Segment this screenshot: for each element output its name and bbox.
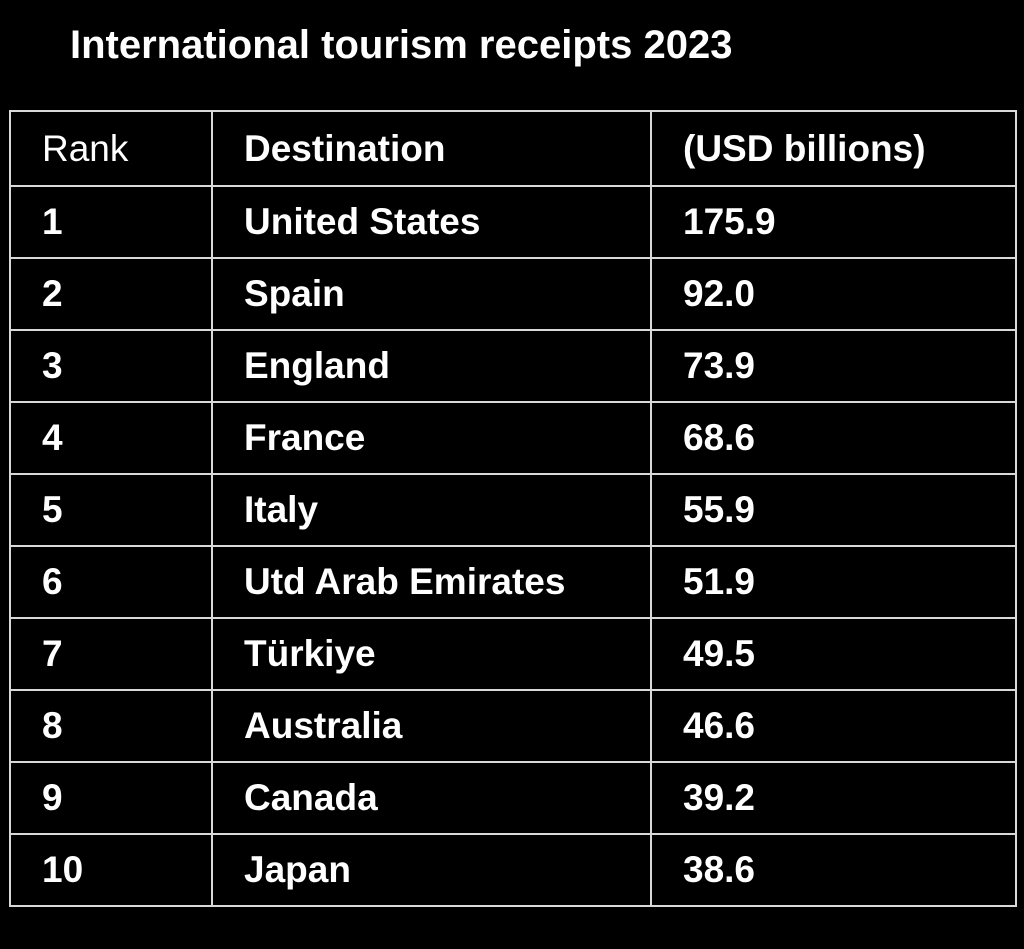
destination-cell: Italy	[211, 473, 652, 547]
rank-cell: 1	[9, 185, 213, 259]
chart-title: International tourism receipts 2023	[70, 23, 733, 67]
rank-cell: 9	[9, 761, 213, 835]
rank-cell: 10	[9, 833, 213, 907]
destination-cell: France	[211, 401, 652, 475]
value-cell: 51.9	[650, 545, 1017, 619]
destination-cell: Japan	[211, 833, 652, 907]
destination-cell: Utd Arab Emirates	[211, 545, 652, 619]
rank-cell: 7	[9, 617, 213, 691]
destination-cell: Australia	[211, 689, 652, 763]
table-row: 8 Australia 46.6	[9, 689, 1017, 763]
header-destination: Destination	[211, 110, 652, 187]
value-cell: 68.6	[650, 401, 1017, 475]
rank-cell: 5	[9, 473, 213, 547]
destination-cell: United States	[211, 185, 652, 259]
rank-cell: 4	[9, 401, 213, 475]
table-row: 7 Türkiye 49.5	[9, 617, 1017, 691]
table-row: 9 Canada 39.2	[9, 761, 1017, 835]
table-row: 4 France 68.6	[9, 401, 1017, 475]
table-body: 1 United States 175.9 2 Spain 92.0 3 England 73.…	[9, 185, 1017, 907]
value-cell: 73.9	[650, 329, 1017, 403]
value-cell: 46.6	[650, 689, 1017, 763]
value-cell: 92.0	[650, 257, 1017, 331]
table-row: 1 United States 175.9	[9, 185, 1017, 259]
value-cell: 38.6	[650, 833, 1017, 907]
rank-cell: 3	[9, 329, 213, 403]
header-usd-billions: (USD billions)	[650, 110, 1017, 187]
table-row: 10 Japan 38.6	[9, 833, 1017, 907]
table-row: 3 England 73.9	[9, 329, 1017, 403]
rank-cell: 8	[9, 689, 213, 763]
table-header-row: Rank Destination (USD billions)	[9, 110, 1017, 187]
value-cell: 49.5	[650, 617, 1017, 691]
header-rank: Rank	[9, 110, 213, 187]
table-row: 5 Italy 55.9	[9, 473, 1017, 547]
table-row: 2 Spain 92.0	[9, 257, 1017, 331]
rank-cell: 6	[9, 545, 213, 619]
table-row: 6 Utd Arab Emirates 51.9	[9, 545, 1017, 619]
receipts-table: Rank Destination (USD billions) 1 United …	[9, 110, 1017, 907]
value-cell: 39.2	[650, 761, 1017, 835]
destination-cell: Türkiye	[211, 617, 652, 691]
value-cell: 175.9	[650, 185, 1017, 259]
rank-cell: 2	[9, 257, 213, 331]
destination-cell: Spain	[211, 257, 652, 331]
destination-cell: England	[211, 329, 652, 403]
destination-cell: Canada	[211, 761, 652, 835]
value-cell: 55.9	[650, 473, 1017, 547]
